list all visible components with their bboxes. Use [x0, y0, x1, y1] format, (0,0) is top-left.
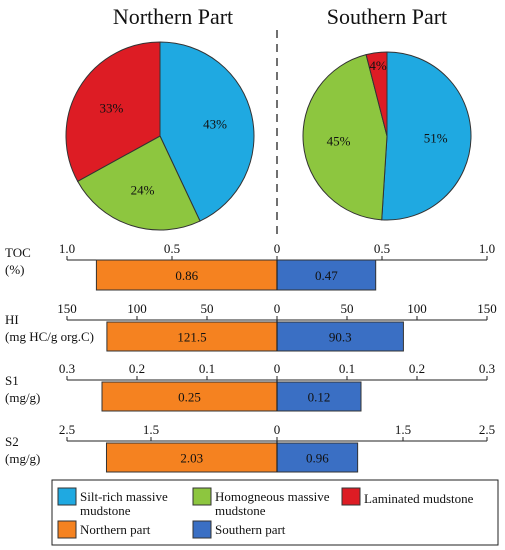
bar-northern	[95, 259, 278, 291]
tick-label: 0	[274, 301, 281, 316]
parameter-label: S1	[5, 373, 19, 388]
tick-label: 0.2	[129, 361, 145, 376]
tick-label: 0.3	[479, 361, 495, 376]
parameter-label: TOC	[5, 245, 31, 260]
pie-slice-silt-rich	[159, 41, 255, 222]
legend-label: mudstone	[215, 503, 266, 518]
pie-slice-homogeneous	[302, 54, 388, 221]
legend-box	[51, 479, 499, 546]
pie-slice-label: 4%	[369, 58, 387, 73]
tick-label: 100	[407, 301, 427, 316]
tick-label: 1.0	[59, 241, 75, 256]
bar-value-label: 2.03	[180, 451, 203, 466]
tick-label: 0.5	[164, 241, 180, 256]
tick-label: 0	[274, 241, 281, 256]
legend-label: Northern part	[80, 522, 151, 537]
legend-label: Homogneous massive	[215, 489, 330, 504]
tick-label: 0	[274, 361, 281, 376]
legend-swatch	[57, 487, 77, 506]
legend-item: Northern part	[57, 520, 151, 539]
bar-panel: HI (mg HC/g org.C) 150 100 50 0 50 100 150 121.5 9…	[5, 301, 497, 352]
parameter-label: HI	[5, 312, 19, 327]
tick-label: 2.5	[59, 422, 75, 437]
legend-label: mudstone	[80, 503, 131, 518]
tick-label: 0.3	[59, 361, 75, 376]
bar-value-label: 0.12	[308, 390, 331, 405]
legend-swatch	[192, 520, 212, 539]
pie-charts: Northern Part 43% 24% 33% Southern Part 51% 45…	[65, 4, 472, 231]
parameter-label: S2	[5, 434, 19, 449]
parameter-label: (mg HC/g org.C)	[5, 329, 94, 344]
tick-label: 1.0	[479, 241, 495, 256]
tick-label: 0.2	[409, 361, 425, 376]
tick-label: 0.5	[374, 241, 390, 256]
bar-southern	[276, 321, 404, 352]
bar-value-label: 0.25	[178, 390, 201, 405]
pie-title: Southern Part	[327, 4, 447, 29]
bar-charts: TOC (%) 1.0 0.5 0 0.5 1.0 0.86 0.47 HI (mg HC/g or…	[5, 241, 497, 473]
legend-label: Silt-rich massive	[80, 489, 168, 504]
legend-swatch	[57, 520, 77, 539]
tick-label: 50	[201, 301, 214, 316]
bar-panel: TOC (%) 1.0 0.5 0 0.5 1.0 0.86 0.47	[5, 241, 495, 291]
pie-slice-label: 33%	[100, 100, 124, 115]
parameter-label: (mg/g)	[5, 451, 40, 466]
bar-southern	[276, 381, 362, 412]
tick-label: 1.5	[143, 422, 159, 437]
tick-label: 0.1	[339, 361, 355, 376]
bar-value-label: 0.47	[315, 268, 338, 283]
pie-slice-laminated	[365, 51, 388, 137]
bar-value-label: 0.96	[306, 451, 329, 466]
bar-southern	[276, 259, 377, 291]
pie-slice-silt-rich	[381, 51, 472, 221]
legend-item: Laminated mudstone	[341, 487, 474, 506]
legend-label: Southern part	[215, 522, 286, 537]
pie-slice-label: 51%	[424, 131, 448, 146]
tick-label: 50	[341, 301, 354, 316]
bar-panel: S2 (mg/g) 2.5 1.5 0 1.5 2.5 2.03 0.96	[5, 422, 495, 473]
pie-slice-label: 43%	[203, 117, 227, 132]
legend-label: Laminated mudstone	[364, 491, 474, 506]
pie-slice-label: 45%	[327, 134, 351, 149]
tick-label: 0	[274, 422, 281, 437]
bar-northern	[106, 321, 278, 352]
bar-southern	[276, 442, 359, 473]
tick-label: 0.1	[199, 361, 215, 376]
tick-label: 100	[127, 301, 147, 316]
bar-value-label: 121.5	[177, 330, 206, 345]
bar-value-label: 0.86	[175, 268, 198, 283]
bar-panel: S1 (mg/g) 0.3 0.2 0.1 0 0.1 0.2 0.3 0.25 0.12	[5, 361, 495, 412]
pie-slice-homogeneous	[76, 135, 201, 231]
legend-swatch	[192, 487, 212, 506]
tick-label: 1.5	[395, 422, 411, 437]
tick-label: 2.5	[479, 422, 495, 437]
legend-swatch	[341, 487, 361, 506]
pie-title: Northern Part	[113, 4, 233, 29]
pie-slice-label: 24%	[131, 183, 155, 198]
tick-label: 150	[57, 301, 77, 316]
parameter-label: (mg/g)	[5, 390, 40, 405]
legend-item: Southern part	[192, 520, 286, 539]
tick-label: 150	[477, 301, 497, 316]
bar-value-label: 90.3	[329, 330, 352, 345]
parameter-label: (%)	[5, 262, 25, 277]
pie-slice-laminated	[65, 41, 161, 182]
bar-northern	[101, 381, 278, 412]
